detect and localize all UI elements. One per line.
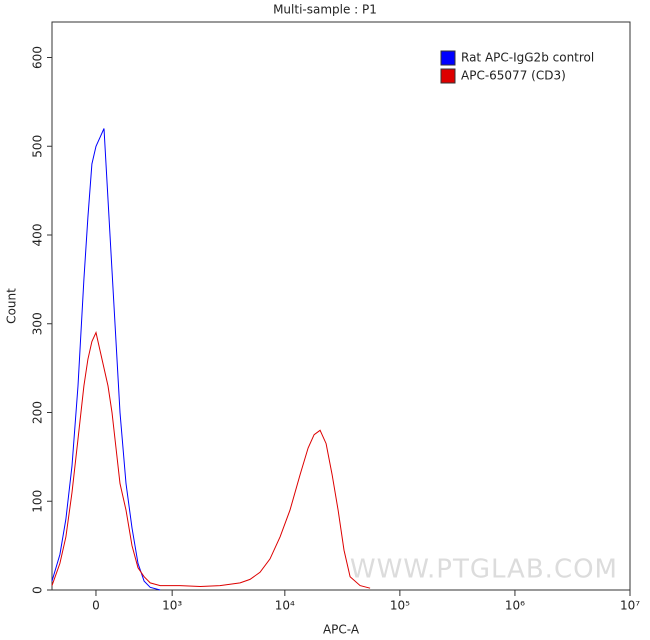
x-tick-label: 0 — [92, 599, 100, 613]
legend-swatch — [440, 50, 456, 66]
histogram-line — [51, 331, 371, 589]
legend-swatch — [440, 68, 456, 84]
y-axis-label: Count — [5, 288, 19, 324]
x-tick-label: 10⁴ — [275, 599, 295, 613]
y-tick-label: 300 — [31, 312, 45, 335]
y-tick-label: 400 — [31, 224, 45, 247]
plot-frame — [51, 21, 631, 591]
y-tick-label: 100 — [31, 490, 45, 513]
chart-title: Multi-sample : P1 — [273, 3, 377, 17]
legend-label: Rat APC-IgG2b control — [461, 51, 594, 65]
histogram-line — [51, 128, 161, 591]
y-tick-label: 200 — [31, 401, 45, 424]
watermark: WWW.PTGLAB.COM — [350, 555, 618, 585]
x-tick-label: 10⁶ — [505, 599, 525, 613]
y-tick-label: 500 — [31, 135, 45, 158]
x-tick-label: 10⁵ — [390, 599, 410, 613]
y-tick-label: 0 — [31, 586, 45, 594]
x-tick-label: 10³ — [162, 599, 182, 613]
y-tick-label: 600 — [31, 46, 45, 69]
legend-label: APC-65077 (CD3) — [461, 69, 566, 83]
x-tick-label: 10⁷ — [620, 599, 640, 613]
x-axis-label: APC-A — [323, 623, 360, 637]
